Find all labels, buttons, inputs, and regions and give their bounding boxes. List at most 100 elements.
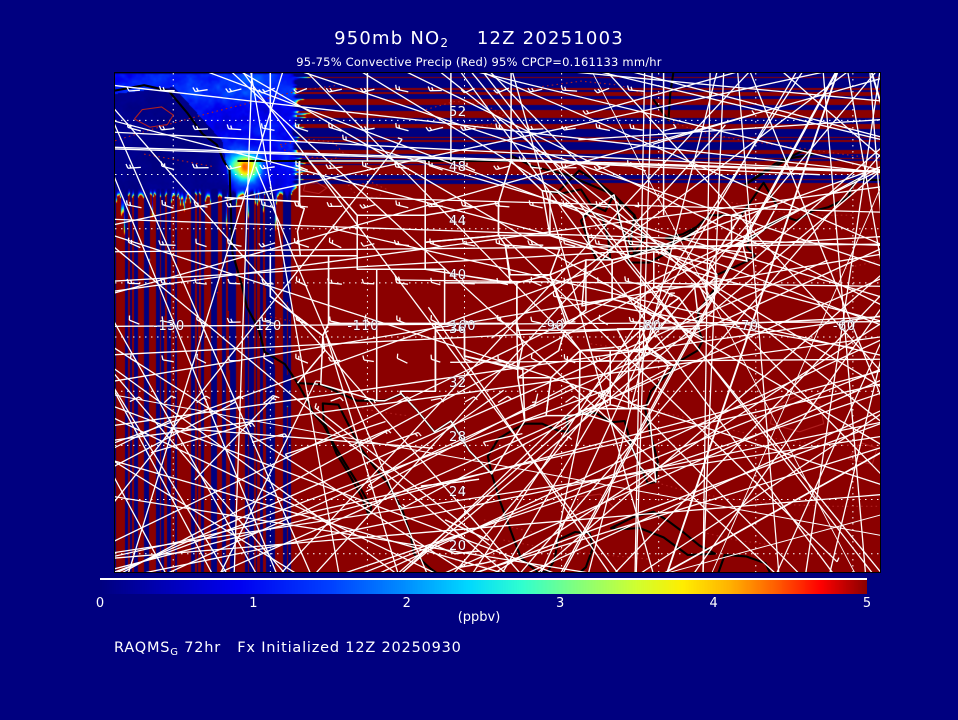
wind-barb [263,353,274,365]
wind-barb [537,275,880,572]
wind-barb [577,73,880,102]
wind-barb [115,461,296,572]
wind-barb [540,292,675,572]
colorbar-tick-4: 4 [709,596,718,611]
wind-barb [360,242,375,247]
wind-barb [711,187,880,572]
wind-barb [393,239,410,247]
wind-barb [594,239,611,247]
wind-barb [362,355,374,363]
wind-barb [869,73,880,215]
wind-barb [440,73,880,422]
wind-barb [560,73,836,572]
wind-barb [208,73,880,326]
precip-contour-dotted-3 [425,100,505,127]
wind-barb [345,392,880,572]
wind-barb [115,496,588,572]
wind-barb [225,88,242,93]
page-title: 950mb NO2 12Z 20251003 [334,28,624,50]
wind-barb [450,358,880,363]
wind-barb [258,87,276,94]
wind-barb [601,73,880,141]
wind-barb [624,276,649,287]
state-border-13 [444,282,518,325]
wind-barb [194,278,207,285]
wind-barb [225,202,242,208]
wind-barb [158,240,176,246]
wind-barb [125,163,141,169]
wind-barb [565,435,573,441]
coastline-baja-mexico-west [296,382,437,572]
wind-barb [227,278,241,285]
colorbar-tick-3: 3 [556,596,565,611]
wind-barb [127,237,141,249]
wind-barb [196,395,211,404]
wind-barb [328,122,342,132]
wind-barb [226,124,242,131]
wind-barb [702,73,711,572]
state-border-37 [653,250,711,288]
wind-barb [430,277,441,286]
wind-barb [361,278,375,285]
wind-barb [561,318,576,324]
wind-barb [163,395,176,404]
precip-contour-solid-1 [302,182,328,195]
state-border-53 [435,544,480,555]
wind-barb [259,164,275,170]
wind-barb [478,73,880,171]
wind-barb [115,477,166,572]
precip-contour-dotted-18 [707,532,766,545]
wind-barb [401,170,880,572]
wind-barb [284,420,386,459]
wind-barb [429,238,442,248]
wind-barb [328,316,341,324]
wind-barb [614,295,880,572]
wind-barb [115,401,236,467]
wind-barb [328,356,341,362]
wind-barb [495,323,880,572]
wind-barb [128,315,140,325]
wind-barb [261,278,274,285]
wind-barb [395,122,409,132]
wind-barb [226,317,241,323]
wind-barb [115,390,213,572]
wind-barb [428,160,443,171]
wind-barb [463,160,476,172]
wind-barb [158,85,175,92]
wind-barb [115,243,880,253]
wind-barb [295,315,308,326]
precip-contour-solid-0 [133,106,175,128]
state-border-20 [582,194,630,261]
precip-contour-dotted-8 [658,410,878,446]
wind-barb [359,203,376,209]
wind-barb [316,124,726,572]
wind-barb [595,123,611,132]
wind-barb [303,73,880,267]
wind-barb [829,360,880,572]
precip-contour-dotted-1 [279,138,345,161]
colorbar-gradient [100,580,867,594]
wind-barb [477,423,880,572]
wind-barb [563,239,576,247]
wind-barb [293,201,308,208]
precip-contour-dotted-4 [542,80,650,97]
coastline-cuba [610,510,717,557]
wind-barb [380,339,880,572]
wind-barb [250,73,340,572]
wind-vector-field [115,73,880,572]
wind-barb [115,148,880,173]
wind-barb [160,161,175,171]
wind-barb [115,322,257,572]
wind-barb [490,73,880,475]
wind-barb [260,123,275,132]
wind-barb [115,169,880,542]
colorbar-units-label: (ppbv) [457,610,501,625]
wind-barb [512,73,654,572]
state-border-9 [376,268,446,325]
wind-barb [129,396,143,403]
wind-barb [255,166,428,572]
wind-barb [115,388,227,572]
wind-barb [633,73,880,138]
wind-barb [225,165,242,170]
